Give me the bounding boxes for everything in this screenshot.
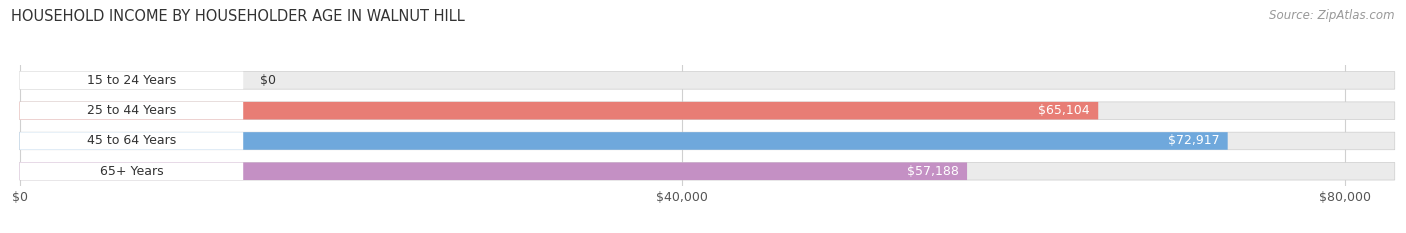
FancyBboxPatch shape: [20, 72, 243, 89]
FancyBboxPatch shape: [20, 162, 243, 180]
Text: Source: ZipAtlas.com: Source: ZipAtlas.com: [1270, 9, 1395, 22]
FancyBboxPatch shape: [20, 72, 1395, 89]
FancyBboxPatch shape: [20, 162, 1395, 180]
Text: $57,188: $57,188: [907, 165, 959, 178]
Text: 25 to 44 Years: 25 to 44 Years: [87, 104, 176, 117]
FancyBboxPatch shape: [20, 132, 1227, 150]
FancyBboxPatch shape: [20, 102, 243, 120]
Text: $0: $0: [260, 74, 276, 87]
FancyBboxPatch shape: [20, 132, 1395, 150]
FancyBboxPatch shape: [20, 102, 1098, 120]
Text: 65+ Years: 65+ Years: [100, 165, 163, 178]
FancyBboxPatch shape: [20, 102, 1395, 120]
Text: $72,917: $72,917: [1168, 134, 1219, 147]
FancyBboxPatch shape: [20, 132, 243, 150]
Text: HOUSEHOLD INCOME BY HOUSEHOLDER AGE IN WALNUT HILL: HOUSEHOLD INCOME BY HOUSEHOLDER AGE IN W…: [11, 9, 465, 24]
FancyBboxPatch shape: [20, 162, 967, 180]
Text: 45 to 64 Years: 45 to 64 Years: [87, 134, 176, 147]
Text: 15 to 24 Years: 15 to 24 Years: [87, 74, 176, 87]
Text: $65,104: $65,104: [1038, 104, 1090, 117]
